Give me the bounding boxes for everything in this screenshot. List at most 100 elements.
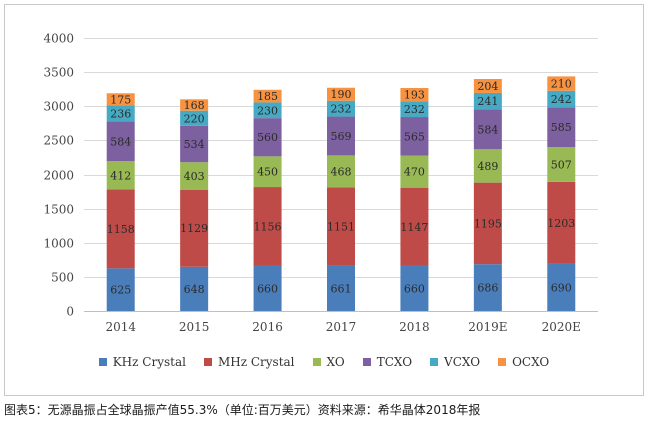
legend-swatch <box>430 358 439 366</box>
bar-segment <box>473 149 502 183</box>
bar-segment <box>327 265 355 311</box>
y-tick-label: 1500 <box>43 203 74 217</box>
segment-value-label: 534 <box>184 138 205 151</box>
segment-value-label: 470 <box>404 166 425 179</box>
segment-value-label: 175 <box>110 93 131 106</box>
segment-value-label: 661 <box>331 282 352 295</box>
segment-value-label: 185 <box>257 90 278 103</box>
bar-stacks <box>106 76 576 311</box>
bar-segment <box>547 90 576 108</box>
segment-value-label: 204 <box>477 80 498 93</box>
segment-value-label: 507 <box>551 159 572 172</box>
x-tick-label: 2019E <box>468 320 507 334</box>
y-tick-label: 4000 <box>43 32 74 46</box>
segment-value-label: 412 <box>110 169 131 182</box>
segment-value-label: 660 <box>404 282 425 295</box>
segment-value-label: 489 <box>477 160 498 173</box>
legend: KHz Crystal MHz Crystal XO TCXO VCXO OCXO <box>0 353 648 371</box>
segment-value-label: 569 <box>331 130 352 143</box>
legend-label: TCXO <box>376 355 413 369</box>
segment-value-label: 660 <box>257 282 278 295</box>
y-tick-label: 3500 <box>43 66 74 80</box>
bar-segment <box>327 187 355 266</box>
x-tick-label: 2020E <box>542 320 581 334</box>
segment-value-label: 210 <box>551 78 572 91</box>
bar-segment <box>473 92 502 110</box>
legend-swatch <box>203 358 212 366</box>
bar-segment <box>327 155 355 188</box>
bar-segment <box>327 116 355 156</box>
segment-value-label: 690 <box>551 281 572 294</box>
bar-segment <box>473 79 502 93</box>
legend-swatch <box>362 358 371 366</box>
segment-value-label: 232 <box>404 103 425 116</box>
bar-segment <box>106 121 135 162</box>
bar-segment <box>400 88 429 102</box>
legend-label: XO <box>326 355 345 369</box>
segment-value-label: 1158 <box>107 223 135 236</box>
segment-value-label: 686 <box>477 282 498 295</box>
legend-label: MHz Crystal <box>217 355 295 369</box>
x-axis-ticks: 2014 2015 2016 2017 2018 2019E 2020E <box>105 320 581 334</box>
bar-segment <box>180 189 209 267</box>
segment-value-label: 1195 <box>474 217 502 230</box>
segment-value-label: 584 <box>477 123 498 136</box>
y-tick-label: 1000 <box>43 237 74 251</box>
segment-value-label: 230 <box>257 104 278 117</box>
bar-segment <box>400 155 429 188</box>
bar-segment <box>400 117 429 156</box>
bar-segment <box>253 265 282 311</box>
bar-segment <box>473 109 502 150</box>
legend-label: VCXO <box>444 355 481 369</box>
bar-segment <box>180 99 209 111</box>
bar-segment <box>253 89 282 103</box>
bar-segment <box>106 105 135 122</box>
bar-segment <box>180 110 209 126</box>
segment-value-label: 1129 <box>180 222 208 235</box>
bar-segment <box>106 161 135 190</box>
legend-label: OCXO <box>512 355 550 369</box>
segment-value-label: 236 <box>110 107 131 120</box>
x-tick-label: 2017 <box>326 320 357 334</box>
x-tick-label: 2014 <box>105 320 136 334</box>
bar-segment <box>253 102 282 119</box>
segment-value-label: 468 <box>331 165 352 178</box>
legend-item: XO <box>312 355 345 369</box>
bar-segment <box>547 147 576 182</box>
segment-value-label: 168 <box>184 99 205 112</box>
bar-segment <box>400 265 429 311</box>
bar-segment <box>180 266 209 311</box>
legend-item: VCXO <box>430 355 480 369</box>
bar-segment <box>106 189 135 269</box>
figure-caption: 图表5：无源晶振占全球晶振产值55.3%（单位:百万美元）资料来源：希华晶体20… <box>4 403 481 417</box>
bar-segment <box>400 101 429 118</box>
bar-segment <box>253 187 282 266</box>
bar-segment <box>327 87 355 101</box>
segment-value-label: 1147 <box>400 221 428 234</box>
legend-item: KHz Crystal <box>98 355 186 369</box>
segment-value-label: 190 <box>331 88 352 101</box>
x-tick-label: 2015 <box>179 320 210 334</box>
bar-segment <box>180 162 209 190</box>
bar-segment <box>106 268 135 311</box>
bar-segment <box>180 125 209 163</box>
legend-swatch <box>498 358 507 366</box>
segment-value-label: 232 <box>331 103 352 116</box>
legend-swatch <box>312 358 321 366</box>
y-axis-ticks: 0 500 1000 1500 2000 2500 3000 3500 4000 <box>43 32 74 319</box>
segment-value-label: 193 <box>404 89 425 102</box>
bar-segment <box>547 181 576 264</box>
segment-value-label: 242 <box>551 93 572 106</box>
legend-item: MHz Crystal <box>203 355 295 369</box>
legend-item: OCXO <box>498 355 549 369</box>
y-tick-label: 500 <box>51 271 74 285</box>
bar-segment <box>400 187 429 266</box>
y-tick-label: 2500 <box>43 134 74 148</box>
bar-segment <box>106 93 135 106</box>
x-tick-label: 2018 <box>399 320 430 334</box>
bar-segment <box>253 156 282 188</box>
segment-value-label: 565 <box>404 130 425 143</box>
bar-segment <box>327 100 355 117</box>
bar-segment <box>473 264 502 311</box>
